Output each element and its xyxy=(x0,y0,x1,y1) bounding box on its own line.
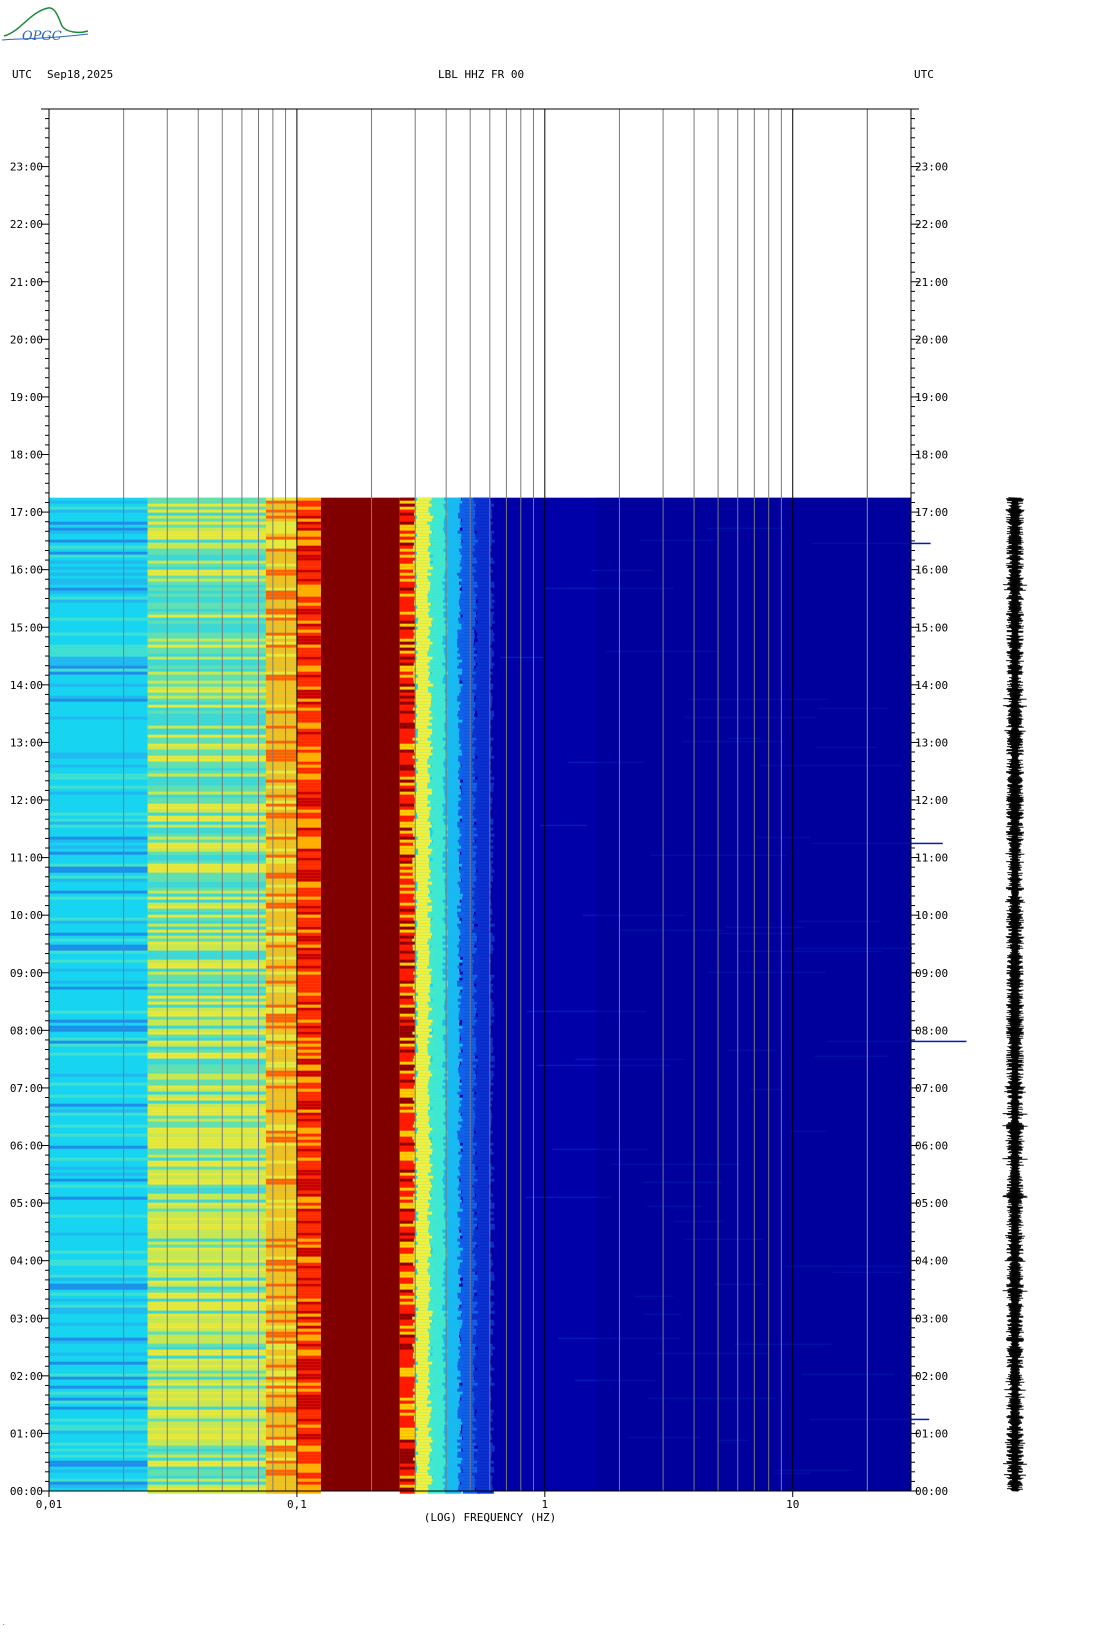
date-label: Sep18,2025 xyxy=(47,68,114,81)
svg-text:OPGC: OPGC xyxy=(22,29,62,44)
left-timezone-label: UTC xyxy=(12,68,32,81)
y-tick-label-left: 22:00 xyxy=(10,218,43,231)
y-tick-label-left: 12:00 xyxy=(10,794,43,807)
opgc-logo: OPGC xyxy=(0,2,92,50)
y-tick-label-right: 00:00 xyxy=(915,1485,948,1498)
y-tick-label-right: 20:00 xyxy=(915,333,948,346)
y-tick-label-right: 22:00 xyxy=(915,218,948,231)
station-label: LBL HHZ FR 00 xyxy=(438,68,525,81)
spectral-band xyxy=(458,497,911,1491)
corner-mark: . xyxy=(2,1620,6,1627)
y-tick-label-right: 04:00 xyxy=(915,1255,948,1268)
y-tick-label-right: 23:00 xyxy=(915,161,948,174)
x-tick-label: 10 xyxy=(786,1498,799,1511)
y-tick-label-right: 09:00 xyxy=(915,967,948,980)
y-tick-label-left: 05:00 xyxy=(10,1197,43,1210)
y-tick-label-right: 14:00 xyxy=(915,679,948,692)
y-tick-label-left: 14:00 xyxy=(10,679,43,692)
right-timezone-label: UTC xyxy=(914,68,934,81)
y-tick-label-left: 01:00 xyxy=(10,1427,43,1440)
y-tick-label-right: 01:00 xyxy=(915,1427,948,1440)
y-tick-label-left: 23:00 xyxy=(10,161,43,174)
y-tick-label-left: 00:00 xyxy=(10,1485,43,1498)
y-tick-label-left: 09:00 xyxy=(10,967,43,980)
y-tick-label-right: 15:00 xyxy=(915,621,948,634)
y-tick-label-left: 08:00 xyxy=(10,1024,43,1037)
x-axis-title: (LOG) FREQUENCY (HZ) xyxy=(424,1511,556,1524)
y-tick-label-left: 19:00 xyxy=(10,391,43,404)
y-tick-label-right: 17:00 xyxy=(915,506,948,519)
y-tick-label-right: 18:00 xyxy=(915,449,948,462)
y-tick-label-left: 15:00 xyxy=(10,621,43,634)
y-tick-label-left: 04:00 xyxy=(10,1255,43,1268)
y-tick-label-left: 03:00 xyxy=(10,1312,43,1325)
y-tick-label-left: 17:00 xyxy=(10,506,43,519)
y-tick-label-left: 21:00 xyxy=(10,276,43,289)
y-tick-label-right: 05:00 xyxy=(915,1197,948,1210)
y-tick-label-right: 21:00 xyxy=(915,276,948,289)
y-tick-label-right: 16:00 xyxy=(915,564,948,577)
y-tick-label-left: 07:00 xyxy=(10,1082,43,1095)
high-frequency-region xyxy=(595,497,911,1491)
y-tick-label-right: 06:00 xyxy=(915,1140,948,1153)
seismogram-trace xyxy=(1002,497,1028,1492)
y-tick-label-left: 10:00 xyxy=(10,909,43,922)
x-tick-label: 0,01 xyxy=(36,1498,63,1511)
x-tick-label: 0,1 xyxy=(287,1498,307,1511)
y-tick-label-left: 16:00 xyxy=(10,564,43,577)
spectral-band xyxy=(320,497,400,1491)
y-tick-label-left: 18:00 xyxy=(10,449,43,462)
y-tick-label-right: 02:00 xyxy=(915,1370,948,1383)
y-tick-label-right: 07:00 xyxy=(915,1082,948,1095)
y-tick-label-right: 13:00 xyxy=(915,736,948,749)
y-tick-label-left: 11:00 xyxy=(10,852,43,865)
y-tick-label-right: 03:00 xyxy=(915,1312,948,1325)
y-tick-label-right: 19:00 xyxy=(915,391,948,404)
x-tick-label: 1 xyxy=(541,1498,548,1511)
y-tick-label-right: 11:00 xyxy=(915,852,948,865)
y-tick-label-left: 02:00 xyxy=(10,1370,43,1383)
y-tick-label-left: 06:00 xyxy=(10,1140,43,1153)
y-tick-label-left: 13:00 xyxy=(10,736,43,749)
y-tick-label-right: 12:00 xyxy=(915,794,948,807)
y-tick-label-right: 08:00 xyxy=(915,1024,948,1037)
y-tick-label-left: 20:00 xyxy=(10,333,43,346)
y-tick-label-right: 10:00 xyxy=(915,909,948,922)
